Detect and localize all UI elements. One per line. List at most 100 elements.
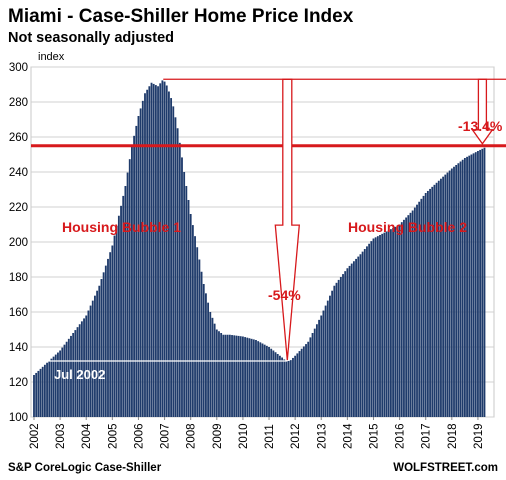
bar (161, 80, 164, 418)
bar (370, 241, 373, 417)
bar (111, 245, 114, 417)
x-tick-label: 2017 (421, 423, 433, 449)
bar (346, 268, 349, 417)
bar (141, 100, 144, 417)
bar (339, 277, 342, 417)
x-tick-label: 2006 (133, 423, 145, 449)
bar (39, 368, 42, 417)
bar (320, 315, 323, 417)
bar (435, 182, 438, 417)
bar (170, 98, 173, 417)
bar (43, 364, 46, 417)
bar (181, 157, 183, 417)
bar (122, 195, 125, 417)
bar (292, 357, 294, 417)
bar (124, 186, 127, 417)
bar (453, 166, 455, 417)
bar (228, 334, 231, 417)
bar (287, 361, 290, 417)
bar (172, 106, 175, 417)
bar (226, 334, 229, 417)
bar (222, 334, 225, 417)
y-tick-label: 180 (9, 272, 28, 284)
bar (107, 258, 109, 417)
bar (311, 333, 314, 417)
bar (224, 334, 227, 417)
annotation-housing-bubble-1: Housing Bubble 1 (62, 219, 181, 235)
bar (298, 351, 301, 417)
bar (37, 370, 40, 417)
bar (383, 232, 386, 417)
bar (326, 300, 329, 417)
bar (157, 86, 159, 417)
bar (239, 336, 242, 417)
bar (255, 340, 257, 417)
annotation-housing-bubble-2: Housing Bubble 2 (348, 219, 467, 235)
bar (263, 344, 266, 417)
bars (33, 80, 486, 418)
x-tick-label: 2010 (238, 423, 250, 449)
bar (442, 176, 445, 417)
bar (405, 217, 408, 417)
bar (283, 359, 286, 417)
bar (50, 358, 53, 417)
bar (450, 168, 453, 417)
x-tick-label: 2013 (316, 423, 328, 449)
bar (41, 366, 44, 417)
bar (165, 85, 168, 417)
bar (387, 230, 390, 417)
bar (100, 279, 103, 417)
bar (479, 149, 482, 417)
bar (200, 271, 203, 417)
bar (381, 233, 384, 417)
bar (318, 319, 320, 417)
bar (113, 235, 116, 417)
x-tick-label: 2007 (160, 423, 172, 449)
bar (220, 333, 223, 417)
bar (309, 337, 312, 417)
bar (357, 256, 360, 417)
bar (205, 293, 207, 417)
bar (211, 317, 214, 417)
y-tick-label: 280 (9, 97, 28, 109)
brand-label: WOLFSTREET.com (393, 462, 498, 474)
bar (87, 310, 90, 417)
bar (67, 338, 70, 417)
bar (78, 324, 81, 417)
y-tick-label: 140 (9, 342, 28, 354)
x-tick-label: 2004 (81, 423, 93, 449)
annotation-current-percent: -13.4% (458, 118, 503, 134)
bar (313, 328, 316, 417)
bar (135, 125, 138, 418)
bar (196, 247, 199, 417)
bar (257, 341, 260, 417)
bar (396, 225, 399, 417)
bar (185, 186, 188, 417)
bar (198, 259, 201, 417)
bar (361, 251, 364, 417)
bar (420, 198, 423, 417)
bar (305, 344, 307, 417)
bar (455, 165, 458, 417)
y-tick-labels: 100 120 140 160 180 200 220 240 260 280 300 (9, 62, 28, 424)
x-tick-label: 2008 (186, 423, 198, 449)
bar (215, 329, 218, 417)
x-tick-label: 2018 (447, 423, 459, 449)
bar (413, 207, 416, 417)
bar (285, 361, 288, 417)
bar (250, 338, 253, 417)
bar (115, 225, 118, 417)
bar (233, 335, 236, 417)
bar (457, 163, 460, 417)
bar (178, 142, 181, 418)
bar (466, 156, 468, 418)
bar (80, 321, 83, 417)
bar (35, 372, 38, 417)
bar (33, 375, 35, 417)
bar (416, 204, 418, 417)
bar (372, 238, 375, 417)
bar (276, 354, 279, 417)
bar (270, 348, 273, 417)
bar (296, 353, 299, 417)
bar (348, 265, 351, 417)
